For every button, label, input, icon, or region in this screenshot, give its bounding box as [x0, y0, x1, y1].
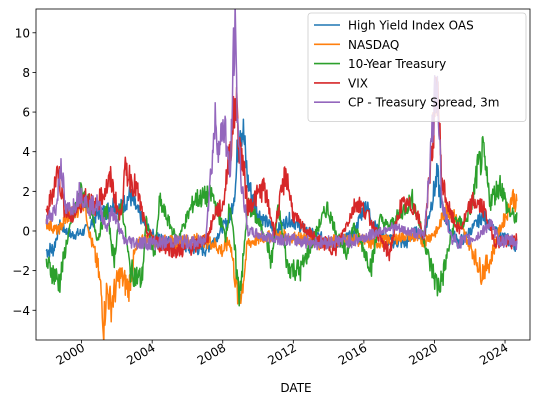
y-tick-label: 4 [22, 145, 30, 159]
x-axis-label: DATE [280, 381, 311, 395]
legend-label: CP - Treasury Spread, 3m [348, 96, 499, 110]
y-tick-label: 8 [22, 66, 30, 80]
legend: High Yield Index OAS NASDAQ 10-Year Treasu… [307, 12, 527, 122]
legend-label: VIX [348, 76, 368, 90]
y-tick-label: 0 [22, 224, 30, 238]
y-tick-label: 10 [15, 26, 30, 40]
y-tick-label: −4 [12, 304, 30, 318]
plot-area [45, 9, 518, 340]
legend-label: 10-Year Treasury [348, 57, 446, 71]
y-tick-label: 2 [22, 185, 30, 199]
series-line-4 [45, 9, 518, 251]
legend-box [307, 12, 527, 122]
series-line-2 [45, 135, 518, 307]
series-group [45, 9, 518, 340]
legend-label: NASDAQ [348, 38, 399, 52]
legend-label: High Yield Index OAS [348, 19, 474, 33]
y-tick-label: 6 [22, 106, 30, 120]
y-tick-label: −2 [12, 264, 30, 278]
axes-frame [35, 8, 531, 341]
